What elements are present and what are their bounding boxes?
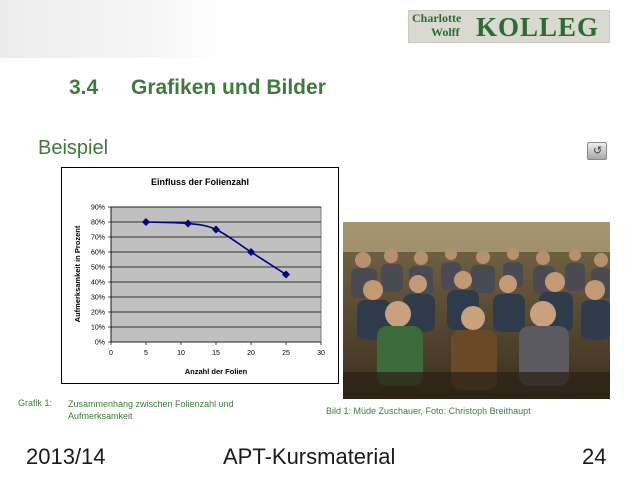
- y-tick-label: 40%: [91, 280, 105, 287]
- footer-course: APT-Kursmaterial: [223, 444, 396, 469]
- kolleg-logo: Charlotte Wolff KOLLEG: [408, 10, 610, 43]
- x-tick-label: 30: [317, 350, 325, 357]
- data-point: [184, 219, 192, 228]
- data-point: [212, 225, 220, 234]
- audience-photo: [343, 222, 610, 399]
- x-tick-label: 15: [212, 350, 220, 357]
- corner-shade: [0, 0, 222, 58]
- logo-line-3: KOLLEG: [476, 12, 600, 42]
- line-chart: Einfluss der Folienzahl 0%10%20%30%40%50…: [73, 177, 325, 376]
- x-tick-label: 0: [109, 350, 113, 357]
- x-tick-label: 25: [282, 350, 290, 357]
- data-point: [247, 248, 255, 256]
- slide-subtitle: Beispiel: [38, 137, 109, 159]
- chart-frame: Einfluss der Folienzahl 0% 10% 20% 30% 40% 50…: [61, 167, 339, 384]
- y-tick-label: 70%: [91, 235, 105, 242]
- section-number: 3.4: [69, 76, 99, 99]
- x-tick-label: 10: [177, 350, 185, 357]
- y-axis-label: Aufmerksamkeit in Prozent: [73, 225, 82, 322]
- section-title-text: Grafiken und Bilder: [131, 76, 326, 99]
- data-point: [142, 218, 150, 226]
- data-point: [282, 270, 290, 279]
- section-title: 3.4 Grafiken und Bilder: [69, 76, 326, 100]
- photo-caption: Bild 1: Müde Zuschauer, Foto: Christoph …: [326, 406, 531, 416]
- x-tick-label: 20: [247, 350, 255, 357]
- x-tick-label: 5: [144, 350, 148, 357]
- x-axis-label: Anzahl der Folien: [185, 367, 248, 376]
- chart-caption-label: Grafik 1:: [18, 398, 53, 408]
- return-icon[interactable]: ↺: [587, 142, 607, 160]
- audience-photo-image: [343, 222, 610, 399]
- y-tick-label: 90%: [91, 205, 105, 212]
- logo-line-1: Charlotte: [412, 11, 462, 25]
- footer-year: 2013/14: [26, 444, 106, 469]
- chart-title: Einfluss der Folienzahl: [151, 177, 249, 187]
- y-tick-label: 50%: [91, 265, 105, 272]
- y-tick-label: 80%: [91, 220, 105, 227]
- y-tick-label: 30%: [91, 295, 105, 302]
- chart-caption-text: Zusammenhang zwischen Folienzahl und Auf…: [68, 399, 234, 421]
- y-tick-label: 20%: [91, 310, 105, 317]
- y-tick-label: 0%: [95, 340, 105, 347]
- footer-page-number: 24: [582, 444, 607, 469]
- y-tick-label: 60%: [91, 250, 105, 257]
- y-tick-label: 10%: [91, 325, 105, 332]
- logo-line-2: Wolff: [431, 25, 460, 39]
